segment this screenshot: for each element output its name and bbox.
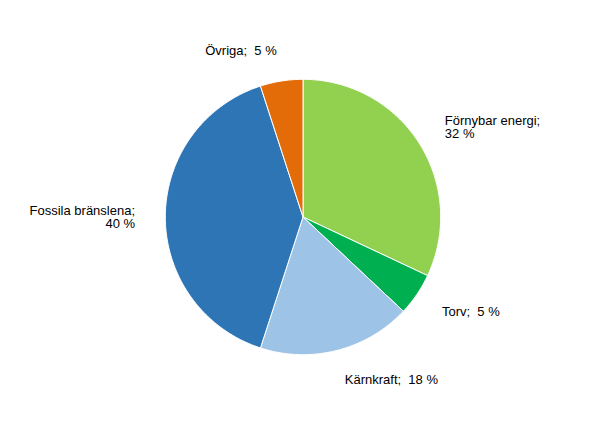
svg-text:Torv; 5 %: Torv; 5 %: [442, 304, 500, 319]
svg-text:Kärnkraft; 18 %: Kärnkraft; 18 %: [345, 372, 439, 387]
svg-text:Förnybar energi;32 %: Förnybar energi;32 %: [445, 113, 540, 141]
svg-text:Fossila bränslena;40 %: Fossila bränslena;40 %: [30, 203, 136, 231]
svg-text:Övriga; 5 %: Övriga; 5 %: [205, 43, 277, 58]
